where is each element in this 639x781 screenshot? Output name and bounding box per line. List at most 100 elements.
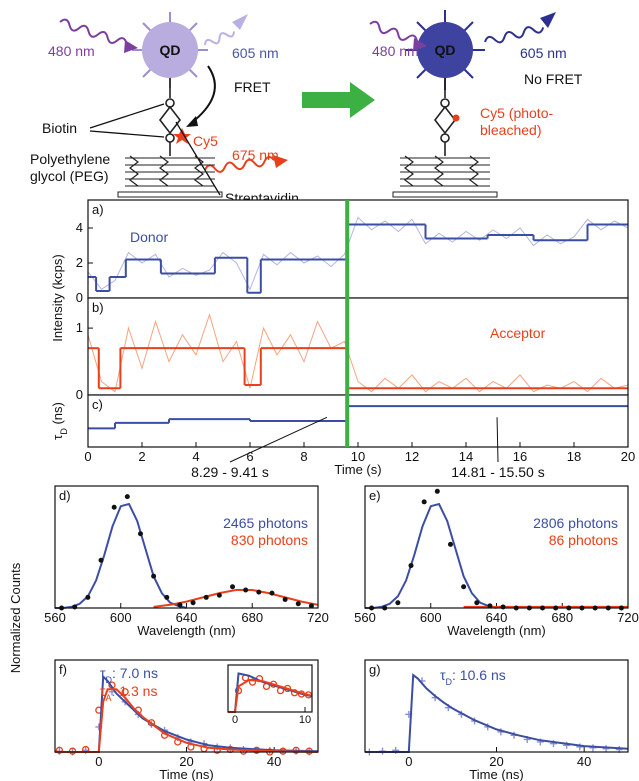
annotation: 2465 photons: [223, 515, 308, 531]
x-axis-label: Time (ns): [159, 767, 213, 781]
panel-label: g): [369, 662, 381, 677]
arrowhead: [273, 155, 288, 168]
x-tick-label: 14: [459, 449, 473, 464]
x-tick-label: 18: [567, 449, 581, 464]
arrowhead: [232, 14, 248, 30]
emission-wave: [204, 31, 235, 46]
wavelength-label: 480 nm: [48, 43, 95, 59]
dot: [243, 587, 249, 593]
x-axis-label: Wavelength (nm): [137, 623, 236, 638]
x-tick-label: 20: [179, 754, 193, 769]
x-tick-label: 640: [176, 610, 198, 625]
x-tick-label: 20: [489, 754, 503, 769]
linker: [158, 78, 182, 156]
wavelength-label: 480 nm: [372, 43, 419, 59]
text: : 10.6 ns: [452, 667, 506, 683]
window-label: 14.81 - 15.50 s: [451, 464, 544, 480]
circle-point: [248, 678, 257, 686]
y-tick-label: 2: [76, 255, 83, 270]
panel-label: d): [59, 488, 71, 503]
x-tick-label: 20: [621, 449, 635, 464]
peg: [400, 157, 490, 187]
x-tick-label: 560: [44, 610, 66, 625]
series-label: Donor: [130, 229, 168, 245]
plot-frame: [54, 659, 319, 753]
plot-area: [88, 395, 628, 447]
series-group: [55, 674, 319, 756]
cy5-dot: [452, 114, 460, 122]
x-tick-label: 40: [577, 754, 591, 769]
x-tick-label: 40: [267, 754, 281, 769]
plot-area: [228, 665, 312, 712]
symbol: τ: [440, 667, 446, 683]
peg-chains: [404, 155, 479, 187]
symbol: τ: [50, 434, 65, 440]
dot: [474, 600, 480, 606]
wavelength-label: 605 nm: [232, 45, 279, 61]
pointer: [89, 130, 165, 138]
cy5-label: bleached): [480, 122, 542, 138]
series-label: Acceptor: [490, 325, 546, 341]
series-line: [55, 688, 319, 753]
peg-label: Polyethylene: [30, 151, 110, 167]
x-tick-label: 8: [300, 449, 307, 464]
series-group: [228, 672, 313, 713]
x-tick-label: 12: [405, 449, 419, 464]
qd-label: QD: [160, 42, 181, 58]
series-group: [88, 405, 628, 430]
x-axis-label: Wavelength (nm): [447, 623, 546, 638]
biotin-label: Biotin: [42, 120, 77, 136]
x-tick-label: 560: [354, 610, 376, 625]
y-tick-label: 1: [76, 320, 83, 335]
plot-area: [88, 200, 628, 298]
x-tick-label: 0: [95, 754, 102, 769]
annotation: 2806 photons: [533, 515, 618, 531]
subscript: D: [59, 428, 69, 435]
annotation: 830 photons: [231, 532, 308, 548]
panel-label: f): [59, 662, 67, 677]
dot: [124, 494, 130, 500]
y-tick-label: 4: [76, 220, 83, 235]
peg-chains: [129, 155, 204, 187]
peg: [125, 157, 215, 187]
panel-label: c): [92, 397, 103, 412]
panel-label: b): [92, 300, 104, 315]
dot: [230, 584, 236, 590]
x-tick-label: 720: [617, 610, 639, 625]
dot: [282, 597, 288, 603]
dot: [111, 504, 117, 510]
series-line: [365, 673, 629, 753]
wavelength-label: 675 nm: [232, 147, 279, 163]
symbol: τ: [100, 683, 106, 699]
x-tick-label: 2: [138, 449, 145, 464]
text: : 1.3 ns: [112, 683, 158, 699]
x-axis-label: Time (s): [334, 462, 381, 477]
plot-frame: [54, 485, 319, 609]
cross-point: [602, 745, 610, 753]
fret-label: FRET: [234, 79, 271, 95]
dot: [203, 594, 209, 600]
circle-point: [213, 746, 221, 754]
panel-label: e): [369, 488, 381, 503]
no-fret-label: No FRET: [524, 71, 583, 87]
dot: [408, 563, 414, 569]
schematic: QD 480 nm 605 nm FRET Cy5 675 nm Biotin …: [30, 10, 583, 206]
dot: [487, 603, 493, 609]
plot-frame: [227, 664, 313, 713]
circle-point: [55, 746, 64, 754]
pointer: [89, 103, 165, 129]
excitation-wave: [369, 20, 418, 42]
dot: [190, 600, 196, 606]
x-tick-label: 10: [351, 449, 365, 464]
x-tick-label: 10: [299, 714, 311, 726]
text: (ns): [50, 402, 65, 428]
subscript: D: [106, 675, 113, 685]
x-tick-label: 640: [486, 610, 508, 625]
x-tick-label: 600: [420, 610, 442, 625]
dot: [137, 531, 143, 537]
annotation: 86 photons: [549, 532, 618, 548]
surface: [392, 191, 498, 198]
x-tick-label: 4: [192, 449, 199, 464]
window-label: 8.29 - 9.41 s: [191, 464, 269, 480]
